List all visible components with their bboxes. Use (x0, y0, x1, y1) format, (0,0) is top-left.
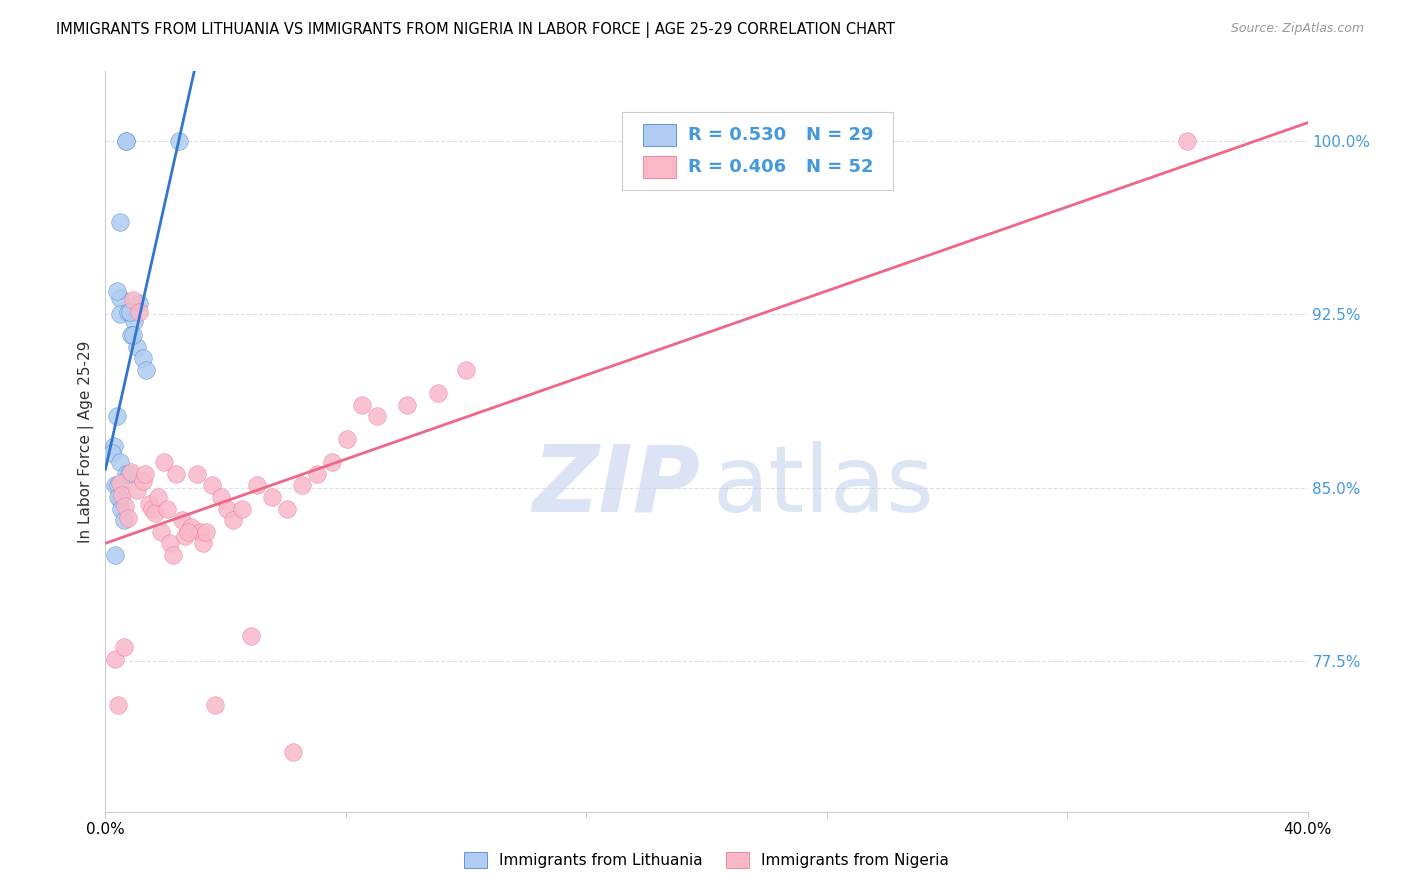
Point (172, 513, 194, 527)
Point (103, 439, 125, 453)
Point (366, 409, 388, 423)
Point (122, 293, 145, 308)
Text: N = 52: N = 52 (806, 158, 873, 176)
Point (201, 478, 224, 492)
Point (135, 363, 157, 377)
Point (120, 305, 142, 319)
Point (134, 467, 156, 481)
Point (195, 524, 218, 539)
Point (128, 295, 150, 310)
Text: ZIP: ZIP (533, 441, 700, 531)
Point (111, 488, 134, 502)
Bar (643, 156, 676, 178)
Point (141, 501, 163, 516)
Point (107, 490, 129, 504)
Point (122, 314, 145, 328)
Text: R = 0.530: R = 0.530 (689, 126, 786, 144)
Point (132, 351, 155, 366)
Point (108, 455, 131, 469)
Point (283, 745, 305, 759)
Point (110, 215, 132, 229)
Point (180, 520, 202, 534)
Point (162, 548, 184, 562)
Text: R = 0.406: R = 0.406 (689, 158, 786, 176)
Point (240, 629, 263, 643)
Point (105, 409, 128, 423)
Point (122, 328, 145, 343)
Point (114, 500, 136, 514)
Point (177, 524, 200, 539)
Point (150, 524, 173, 539)
Point (120, 328, 142, 343)
Point (104, 548, 127, 562)
Point (110, 291, 132, 305)
Point (138, 497, 160, 511)
Point (117, 305, 139, 319)
Point (115, 134, 138, 148)
Point (112, 513, 135, 527)
Point (174, 529, 197, 543)
Point (307, 467, 329, 481)
Point (209, 490, 232, 504)
Point (118, 467, 141, 481)
Point (159, 536, 181, 550)
Point (262, 490, 284, 504)
Point (101, 446, 124, 460)
Text: N = 29: N = 29 (806, 126, 873, 144)
Point (1175, 134, 1198, 148)
Point (222, 513, 245, 527)
Point (110, 307, 132, 321)
Point (146, 490, 169, 504)
Point (104, 478, 127, 492)
Point (110, 476, 132, 491)
Point (217, 501, 239, 516)
Point (125, 483, 148, 497)
Point (231, 501, 253, 516)
Point (246, 478, 269, 492)
Point (396, 398, 419, 412)
Point (104, 652, 127, 666)
Point (125, 340, 148, 354)
Point (143, 506, 166, 520)
Point (352, 398, 374, 412)
Point (115, 134, 138, 148)
Point (165, 467, 187, 481)
Point (426, 386, 449, 401)
Point (336, 432, 359, 446)
Point (167, 134, 190, 148)
Point (191, 536, 214, 550)
Text: IMMIGRANTS FROM LITHUANIA VS IMMIGRANTS FROM NIGERIA IN LABOR FORCE | AGE 25-29 : IMMIGRANTS FROM LITHUANIA VS IMMIGRANTS … (56, 22, 896, 38)
Point (291, 478, 314, 492)
Point (117, 511, 139, 525)
Point (188, 524, 211, 539)
Y-axis label: In Labor Force | Age 25-29: In Labor Force | Age 25-29 (79, 341, 94, 542)
Point (128, 305, 150, 319)
Point (186, 467, 208, 481)
Point (276, 501, 298, 516)
Point (120, 465, 142, 479)
Text: atlas: atlas (713, 441, 935, 531)
Legend: Immigrants from Lithuania, Immigrants from Nigeria: Immigrants from Lithuania, Immigrants fr… (458, 847, 955, 874)
Point (153, 455, 176, 469)
Point (107, 698, 129, 713)
Point (107, 478, 129, 492)
Point (456, 363, 478, 377)
Bar (643, 124, 676, 146)
FancyBboxPatch shape (623, 112, 893, 190)
Point (112, 640, 135, 655)
Point (110, 501, 132, 516)
Point (132, 474, 155, 488)
Point (204, 698, 226, 713)
Point (110, 492, 132, 507)
Point (105, 284, 128, 298)
Point (321, 455, 343, 469)
Text: Source: ZipAtlas.com: Source: ZipAtlas.com (1230, 22, 1364, 36)
Point (115, 467, 138, 481)
Point (156, 501, 179, 516)
